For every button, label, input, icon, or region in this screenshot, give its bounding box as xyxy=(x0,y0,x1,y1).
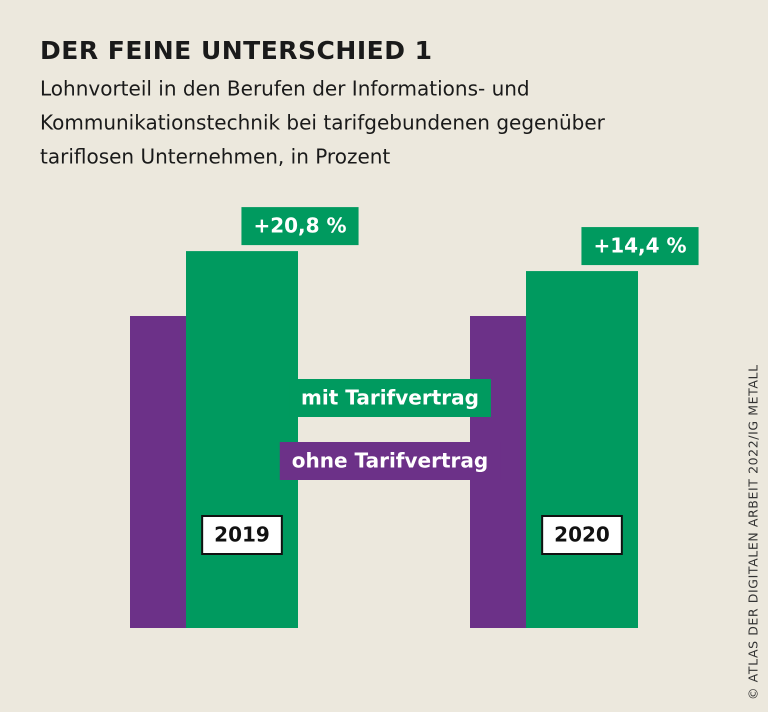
x-tick-label: 2019 xyxy=(214,523,270,547)
subtitle-line: tariflosen Unternehmen, in Prozent xyxy=(40,145,390,169)
chart-title: DER FEINE UNTERSCHIED 1 xyxy=(40,36,433,65)
value-label: +20,8 % xyxy=(253,214,346,238)
value-label: +14,4 % xyxy=(593,234,686,258)
value-label-box xyxy=(241,207,359,246)
legend-entry-box xyxy=(289,379,491,417)
source: © ATLAS DER DIGITALEN ARBEIT 2022/IG MET… xyxy=(746,364,761,700)
x-tick-label-box xyxy=(201,515,283,555)
bar xyxy=(130,316,186,628)
x-tick-label-box xyxy=(541,515,623,555)
subtitle-line: Lohnvorteil in den Berufen der Informati… xyxy=(40,77,530,101)
x-tick-label: 2020 xyxy=(554,523,610,547)
subtitle-line: Kommunikationstechnik bei tarifgebundene… xyxy=(40,111,606,135)
bar xyxy=(526,271,638,628)
legend-entry-box xyxy=(279,442,501,480)
value-label-box xyxy=(581,227,699,266)
legend-entry: ohne Tarifvertrag xyxy=(292,449,488,473)
legend-entry: mit Tarifvertrag xyxy=(301,386,479,410)
bar xyxy=(186,251,298,628)
